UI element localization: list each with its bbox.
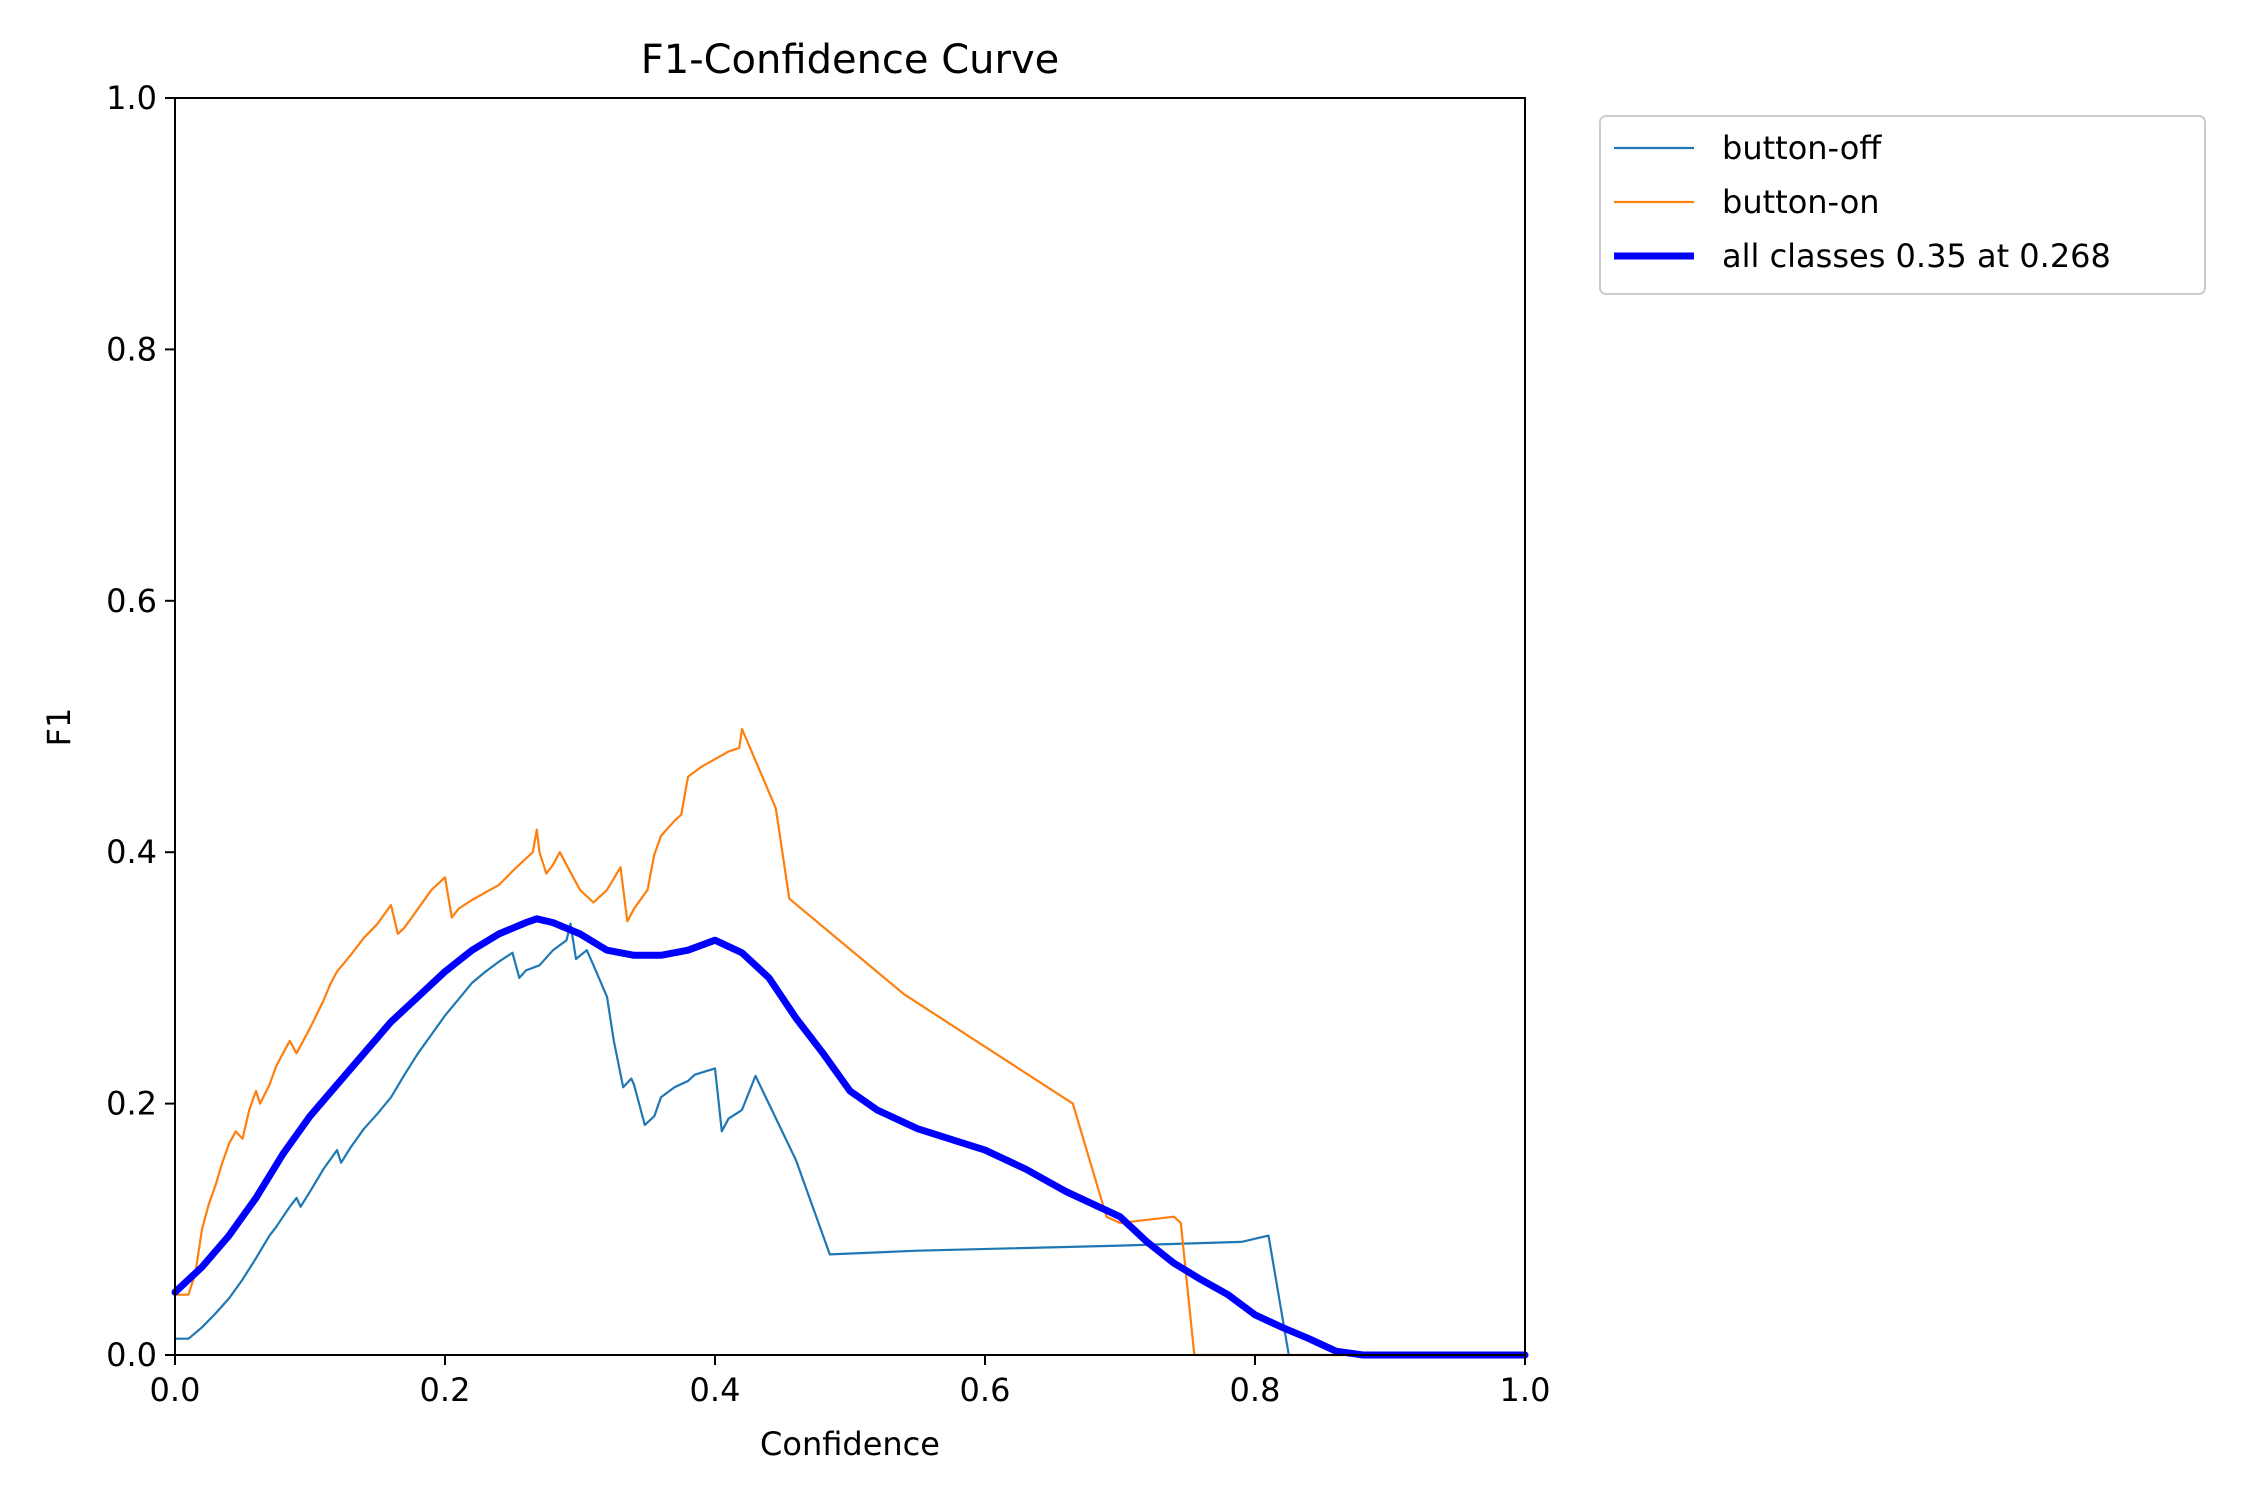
- legend-items: button-off button-on all classes 0.35 at 0…: [1614, 129, 2111, 275]
- y-axis-title: F1: [40, 708, 78, 747]
- y-tick-label: 0.0: [106, 1336, 157, 1374]
- x-axis: 0.0 0.2 0.4 0.6 0.8 1.0: [150, 1355, 1551, 1409]
- series-line-2: [171, 915, 1529, 1359]
- series-line-0: [175, 922, 1290, 1356]
- y-tick-label: 0.2: [106, 1085, 157, 1123]
- chart-title: F1-Confidence Curve: [641, 37, 1060, 83]
- x-tick-label: 1.0: [1500, 1371, 1551, 1409]
- series-layer: [171, 727, 1529, 1359]
- x-axis-title: Confidence: [760, 1425, 940, 1463]
- y-tick-label: 0.6: [106, 582, 157, 620]
- x-tick-label: 0.8: [1230, 1371, 1281, 1409]
- x-tick-label: 0.4: [690, 1371, 741, 1409]
- y-tick-label: 1.0: [106, 79, 157, 117]
- x-tick-label: 0.2: [420, 1371, 471, 1409]
- series-line-1: [175, 727, 1525, 1357]
- legend-box: [1599, 115, 2206, 295]
- legend-label-0: button-off: [1722, 129, 1882, 167]
- y-axis: 0.0 0.2 0.4 0.6 0.8 1.0: [106, 79, 175, 1374]
- y-tick-label: 0.8: [106, 330, 157, 368]
- legend-label-2: all classes 0.35 at 0.268: [1722, 237, 2111, 275]
- plot-frame: [174, 97, 1526, 1356]
- x-tick-label: 0.6: [960, 1371, 1011, 1409]
- legend: button-off button-on all classes 0.35 at 0…: [1599, 115, 2206, 295]
- legend-label-1: button-on: [1722, 183, 1880, 221]
- x-tick-label: 0.0: [150, 1371, 201, 1409]
- y-tick-label: 0.4: [106, 833, 157, 871]
